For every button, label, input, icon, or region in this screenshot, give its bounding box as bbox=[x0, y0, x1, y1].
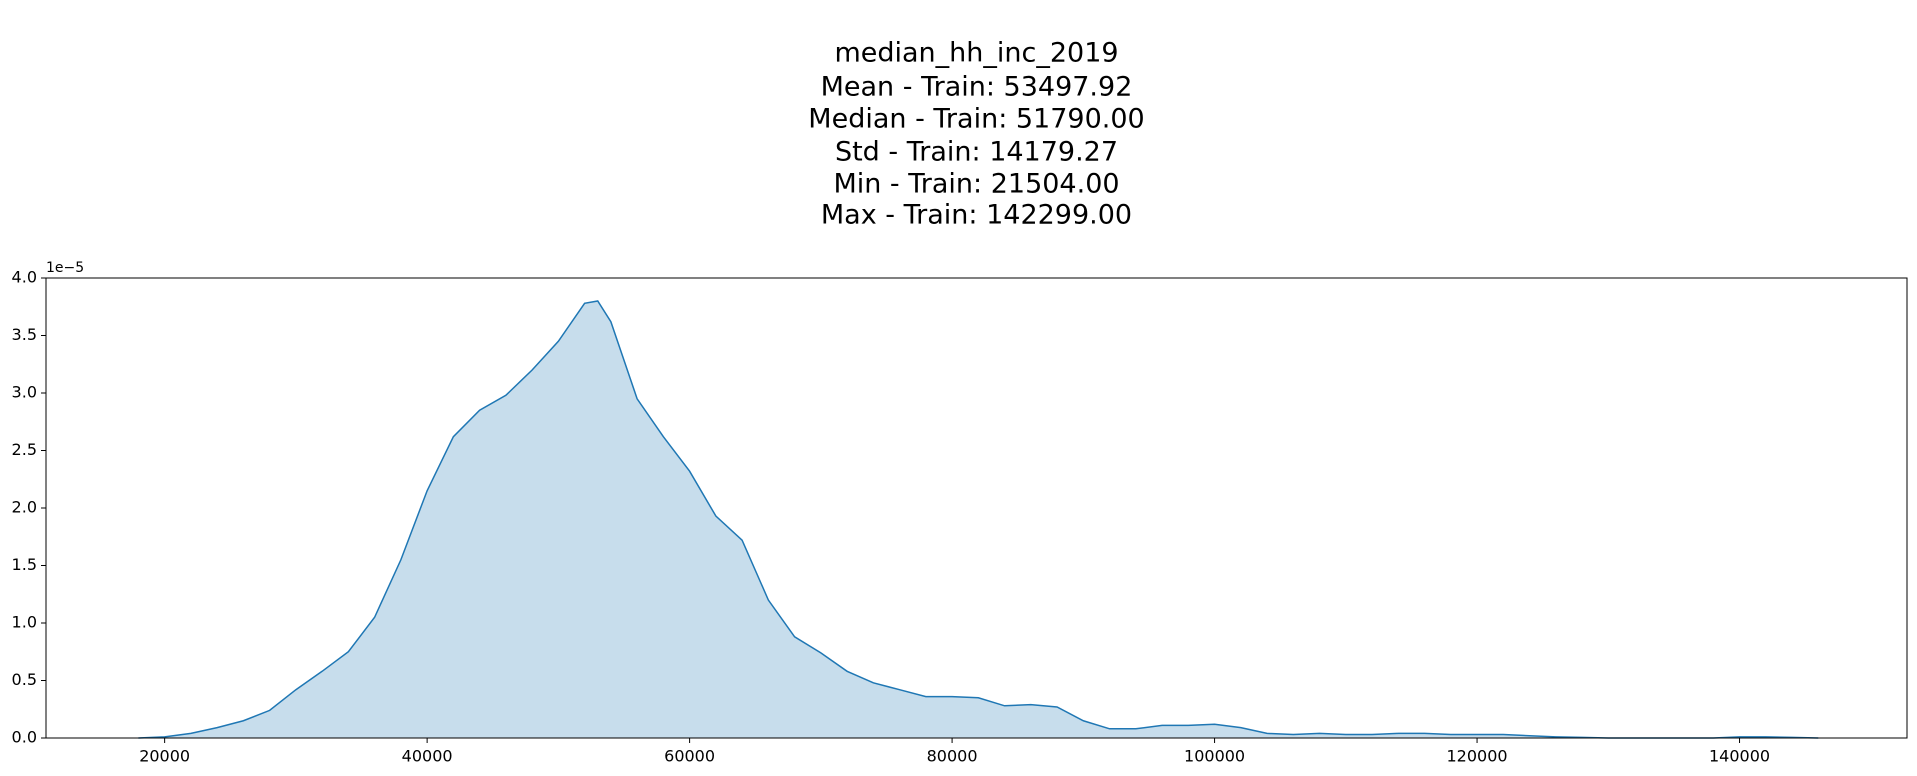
x-tick-label: 140000 bbox=[1709, 747, 1770, 766]
x-tick-label: 20000 bbox=[139, 747, 190, 766]
density-area bbox=[138, 301, 1819, 738]
y-tick-label: 4.0 bbox=[12, 268, 37, 287]
chart-title: Max - Train: 142299.00 bbox=[821, 200, 1132, 231]
x-tick-label: 60000 bbox=[664, 747, 715, 766]
y-tick-label: 3.5 bbox=[12, 325, 37, 344]
offset-label: 1e−5 bbox=[46, 260, 84, 276]
chart-title: Mean - Train: 53497.92 bbox=[821, 72, 1133, 103]
chart-title: Median - Train: 51790.00 bbox=[808, 104, 1144, 135]
x-tick-label: 100000 bbox=[1184, 747, 1245, 766]
x-tick-label: 40000 bbox=[402, 747, 453, 766]
y-tick-label: 3.0 bbox=[12, 383, 37, 402]
density-line bbox=[138, 300, 1819, 739]
y-tick-label: 0.0 bbox=[12, 728, 37, 747]
y-tick-label: 1.5 bbox=[12, 555, 37, 574]
x-tick-label: 80000 bbox=[927, 747, 978, 766]
y-tick-label: 2.0 bbox=[12, 498, 37, 517]
y-tick-label: 2.5 bbox=[12, 440, 37, 459]
chart-title: Std - Train: 14179.27 bbox=[835, 137, 1118, 168]
x-tick-label: 120000 bbox=[1447, 747, 1508, 766]
chart-title: Min - Train: 21504.00 bbox=[833, 169, 1119, 200]
plot-frame bbox=[45, 277, 1908, 739]
chart-title: median_hh_inc_2019 bbox=[834, 38, 1118, 69]
y-tick-label: 1.0 bbox=[12, 613, 37, 632]
y-tick-label: 0.5 bbox=[12, 670, 37, 689]
